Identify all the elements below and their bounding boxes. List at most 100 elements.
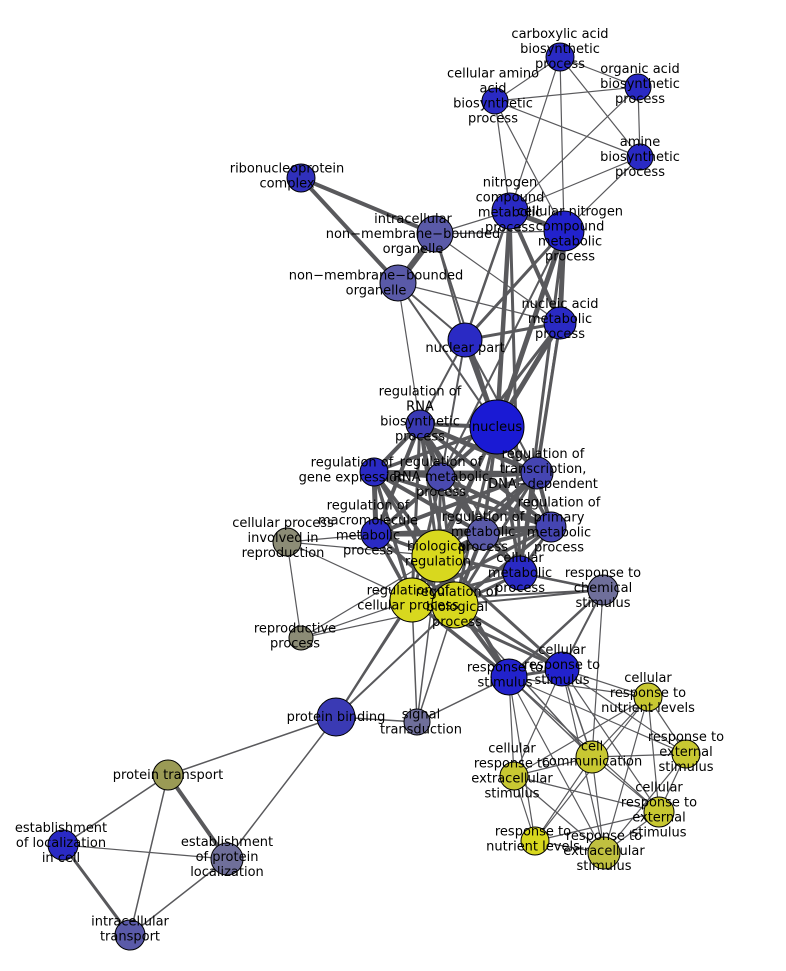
graph-edge[interactable] [335,599,413,718]
graph-edge[interactable] [299,176,437,236]
graph-edge[interactable] [286,541,302,639]
graph-edge[interactable] [559,56,641,158]
graph-node-intracellular_non_membrane_organelle[interactable] [416,215,454,253]
graph-edge[interactable] [494,100,641,158]
graph-edge[interactable] [534,811,660,842]
graph-edge[interactable] [494,100,511,212]
graph-node-ribonucleoprotein_complex[interactable] [286,163,316,193]
graph-node-response_external_stimulus[interactable] [671,739,701,769]
graph-edge[interactable] [397,282,561,324]
graph-node-cellular_metabolic[interactable] [502,555,538,591]
graph-node-regulation_primary_metabolic[interactable] [535,511,567,543]
graph-node-amine_bio[interactable] [626,143,654,171]
graph-node-regulation_transcription_dna[interactable] [520,456,554,490]
graph-node-nitrogen_compound_metabolic[interactable] [491,192,529,230]
graph-edge[interactable] [559,56,565,232]
graph-edge[interactable] [561,668,660,813]
graph-edge[interactable] [417,421,540,476]
graph-node-organic_acid_bio[interactable] [624,73,652,101]
graph-node-cellular_response_external[interactable] [643,796,675,828]
graph-node-cell_communication[interactable] [575,740,609,774]
graph-edge[interactable] [439,475,553,529]
graph-edge[interactable] [436,554,564,671]
graph-edge[interactable] [372,470,539,475]
graph-edge[interactable] [508,676,649,698]
graph-node-response_nutrient_levels[interactable] [520,826,550,856]
graph-node-response_chemical_stimulus[interactable] [587,574,619,606]
graph-edge[interactable] [129,774,169,936]
graph-node-cellular_process_reproduction[interactable] [272,527,302,557]
graph-node-regulation_cellular_process[interactable] [389,577,435,623]
graph-edge[interactable] [166,773,229,861]
graph-node-response_extracellular_stimulus[interactable] [587,836,621,870]
graph-edge[interactable] [508,676,687,755]
graph-edge[interactable] [513,775,660,813]
nodes-layer [47,42,701,951]
graph-edge[interactable] [507,588,605,679]
graph-edge[interactable] [416,555,439,723]
graph-edge[interactable] [61,843,132,937]
graph-node-regulation_rna_metabolic[interactable] [426,462,456,492]
graph-edge[interactable] [603,753,687,854]
graph-edge[interactable] [440,230,565,478]
graph-node-non_membrane_organelle[interactable] [379,264,417,302]
graph-node-reproductive_process[interactable] [288,625,314,651]
graph-edge[interactable] [494,86,639,102]
graph-edge[interactable] [463,229,566,342]
graph-edge[interactable] [603,696,649,854]
graph-edge[interactable] [300,555,439,639]
graph-edge[interactable] [372,470,485,536]
graph-node-protein_binding[interactable] [316,697,356,737]
graph-edge[interactable] [434,233,561,324]
graph-node-signal_transduction[interactable] [403,708,431,736]
graph-node-cellular_response_nutrient_levels[interactable] [633,682,663,712]
graph-node-carboxylic_acid_bio[interactable] [545,42,575,72]
graph-node-regulation_metabolic[interactable] [466,517,500,551]
graph-node-nucleus[interactable] [469,399,525,455]
graph-edge[interactable] [508,209,562,325]
graph-edge[interactable] [534,756,593,842]
graph-edge[interactable] [397,282,498,428]
graph-node-nuclear_part[interactable] [447,322,483,358]
graph-node-cellular_response_stimulus[interactable] [544,651,580,687]
graph-edge[interactable] [62,774,169,846]
graph-edge[interactable] [513,696,649,777]
graph-edge[interactable] [286,541,413,601]
graph-edge[interactable] [129,858,228,936]
graph-edge[interactable] [509,86,639,212]
graph-node-regulation_gene_expression[interactable] [359,457,389,487]
graph-node-nucleic_acid_metabolic[interactable] [543,306,577,340]
graph-edge[interactable] [434,230,565,235]
graph-edge[interactable] [494,100,565,232]
graph-node-biological_regulation[interactable] [411,529,465,583]
graph-edge[interactable] [454,589,604,606]
graph-node-protein_transport[interactable] [152,759,184,791]
graph-edge[interactable] [440,339,466,478]
graph-edge[interactable] [335,604,456,718]
graph-node-establishment_protein_localization[interactable] [210,842,244,876]
graph-edge[interactable] [513,668,563,777]
graph-node-regulation_rna_biosynthetic[interactable] [405,409,435,439]
graph-node-cellular_nitrogen_compound_metabolic[interactable] [543,210,585,252]
graph-edge[interactable] [62,844,228,860]
graph-edge[interactable] [226,716,337,860]
graph-node-intracellular_transport[interactable] [114,919,146,951]
graph-edge[interactable] [372,470,553,529]
graph-node-regulation_macromolecule_metabolic[interactable] [360,518,392,550]
graph-edge[interactable] [508,676,605,854]
graph-node-cellular_amino_acid_bio[interactable] [481,87,509,115]
graph-edge[interactable] [299,176,400,285]
graph-node-regulation_biological_process[interactable] [431,581,479,629]
graph-node-cellular_response_extracellular[interactable] [499,761,529,791]
graph-edge[interactable] [508,676,593,758]
graph-edge[interactable] [167,716,337,776]
graph-edge[interactable] [374,471,539,536]
graph-edge[interactable] [509,56,561,212]
graph-edge[interactable] [397,282,421,425]
graph-edge[interactable] [509,156,641,212]
graph-edge[interactable] [494,208,513,430]
graph-edge[interactable] [513,775,605,854]
graph-node-response_stimulus[interactable] [490,658,528,696]
graph-node-establishment_localization_cell[interactable] [47,829,79,861]
